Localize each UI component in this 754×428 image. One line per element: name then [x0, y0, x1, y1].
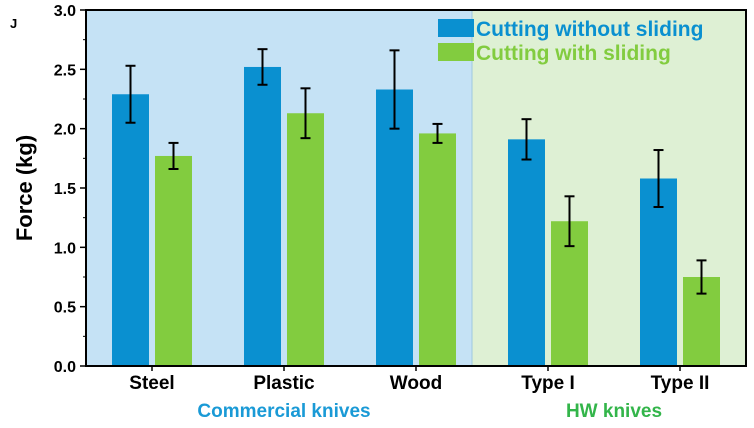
y-tick-label-6: 3.0 [54, 3, 76, 20]
y-tick-label-4: 2.0 [54, 122, 76, 139]
group-label-1: HW knives [566, 401, 662, 422]
x-tick-label-3: Type I [521, 373, 575, 394]
bar-0-1 [244, 66, 281, 367]
legend-swatch-1 [438, 43, 474, 61]
y-tick-label-2: 1.0 [54, 240, 76, 257]
bar-0-4 [640, 178, 677, 366]
axis-labels: Steel Plastic Wood Type I Type II Commercial … [129, 366, 709, 422]
y-tick-label-0: 0.0 [54, 359, 76, 376]
bar-1-0 [155, 155, 192, 366]
bar-1-2 [419, 133, 456, 366]
y-axis-label: Force (kg) [12, 135, 37, 241]
group-label-0: Commercial knives [197, 401, 370, 422]
x-tick-label-2: Wood [390, 373, 442, 394]
panel-label: J [10, 16, 17, 31]
y-tick-label-3: 1.5 [54, 181, 76, 198]
bars [112, 66, 720, 367]
bar-0-3 [508, 139, 545, 366]
error-bars [125, 48, 707, 295]
legend-swatch-0 [438, 19, 474, 37]
x-tick-label-1: Plastic [253, 373, 315, 394]
legend-label-0: Cutting without sliding [476, 18, 703, 41]
y-axis-ticks: 0.0 0.5 1.0 1.5 2.0 2.5 3.0 [54, 3, 86, 376]
x-tick-label-4: Type II [651, 373, 710, 394]
bar-1-1 [287, 113, 324, 367]
bar-0-0 [112, 94, 149, 367]
legend-label-1: Cutting with sliding [476, 42, 671, 65]
x-tick-label-0: Steel [129, 373, 174, 394]
y-tick-label-5: 2.5 [54, 62, 76, 79]
bar-0-2 [376, 89, 413, 367]
y-tick-label-1: 0.5 [54, 300, 76, 317]
